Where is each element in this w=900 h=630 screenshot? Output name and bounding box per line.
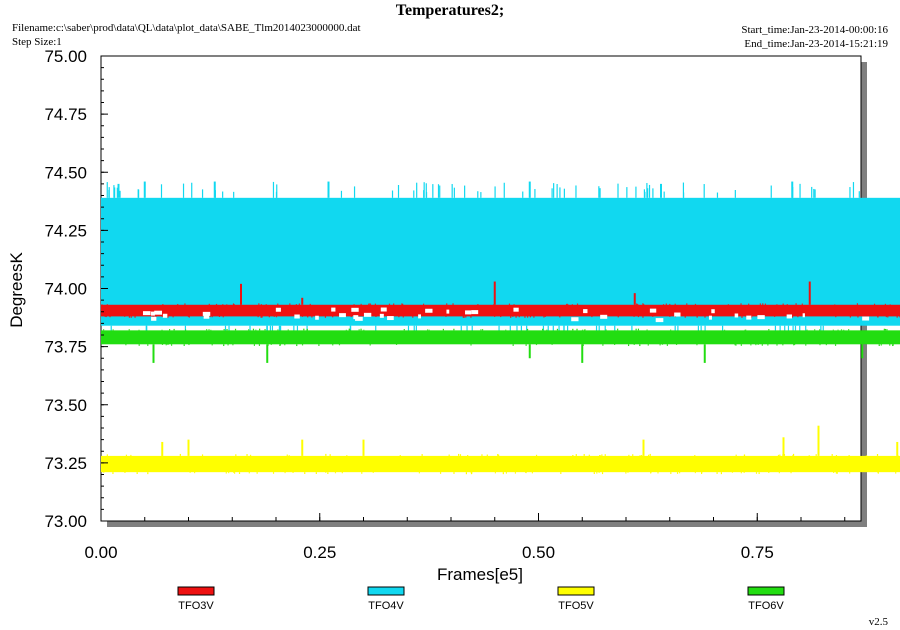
- x-tick-label: 0.00: [84, 543, 117, 562]
- legend-label-tfo5v: TFO5V: [558, 600, 594, 612]
- legend-swatch-tfo4v: [367, 586, 405, 596]
- series-tfo5v: [101, 425, 900, 475]
- band-gap: [353, 315, 359, 320]
- y-tick-label: 73.50: [44, 396, 87, 415]
- band-gap: [674, 312, 681, 317]
- band-gap: [339, 313, 346, 318]
- band-gap: [571, 317, 579, 322]
- legend-swatch-tfo5v: [557, 586, 595, 596]
- band-gap: [379, 313, 384, 318]
- band-gap: [655, 318, 664, 323]
- chart-title: Temperatures2;: [395, 2, 505, 19]
- band-gap: [711, 309, 715, 314]
- band-gap: [786, 314, 793, 319]
- legend-label-tfo3v: TFO3V: [178, 600, 214, 612]
- legend-swatch-tfo3v: [177, 586, 215, 596]
- x-tick-label: 0.50: [522, 543, 555, 562]
- band-gap: [757, 315, 765, 320]
- start-time-label: Start_time:Jan-23-2014-00:00:16: [741, 24, 888, 36]
- version-label: v2.5: [868, 616, 888, 628]
- band-gap: [471, 310, 479, 315]
- band-tfo5v: [101, 455, 900, 473]
- band-gap: [202, 311, 211, 316]
- band-gap: [734, 313, 739, 318]
- end-time-label: End_time:Jan-23-2014-15:21:19: [744, 38, 888, 50]
- band-tfo6v: [101, 330, 900, 345]
- band-gap: [380, 307, 387, 312]
- band-gap: [275, 307, 281, 312]
- band-gap: [446, 309, 450, 314]
- band-gap: [465, 310, 472, 315]
- band-gap: [315, 315, 319, 320]
- band-gap: [142, 311, 151, 316]
- y-tick-label: 74.00: [44, 280, 87, 299]
- band-gap: [600, 314, 608, 319]
- legend-label-tfo4v: TFO4V: [368, 600, 404, 612]
- band-gap: [425, 308, 433, 313]
- band-gap: [355, 316, 363, 321]
- band-gap: [363, 312, 372, 317]
- band-gap: [418, 314, 421, 319]
- band-gap: [150, 311, 155, 316]
- band-gap: [862, 316, 870, 321]
- band-gap: [746, 315, 752, 320]
- series-tfo3v: [101, 281, 900, 318]
- y-tick-label: 73.25: [44, 454, 87, 473]
- band-gap: [151, 316, 157, 321]
- band-tfo3v: [101, 304, 900, 317]
- band-gap: [513, 307, 519, 312]
- series-tfo6v: [101, 328, 900, 363]
- y-tick-label: 73.00: [44, 512, 87, 531]
- band-gap: [154, 310, 163, 315]
- legend-swatch-tfo6v: [747, 586, 785, 596]
- band-gap: [387, 316, 394, 321]
- band-gap: [331, 307, 336, 312]
- band-gap: [294, 314, 300, 319]
- step-size-label: Step Size:1: [12, 36, 62, 48]
- y-tick-label: 74.25: [44, 221, 87, 240]
- legend-label-tfo6v: TFO6V: [748, 600, 784, 612]
- band-gap: [649, 308, 657, 313]
- y-axis-label: DegreesK: [7, 252, 26, 328]
- y-tick-label: 74.50: [44, 163, 87, 182]
- band-gap: [708, 315, 712, 320]
- y-tick-label: 74.75: [44, 105, 87, 124]
- y-tick-label: 73.75: [44, 338, 87, 357]
- band-gap: [802, 313, 805, 318]
- band-gap: [203, 314, 210, 319]
- band-gap: [583, 309, 588, 314]
- y-tick-label: 75.00: [44, 47, 87, 66]
- x-tick-label: 0.25: [303, 543, 336, 562]
- band-gap: [162, 313, 168, 318]
- x-axis-label: Frames[e5]: [437, 565, 523, 584]
- filename-label: Filename:c:\saber\prod\data\QL\data\plot…: [12, 22, 361, 34]
- band-gap: [351, 307, 359, 312]
- x-tick-label: 0.75: [741, 543, 774, 562]
